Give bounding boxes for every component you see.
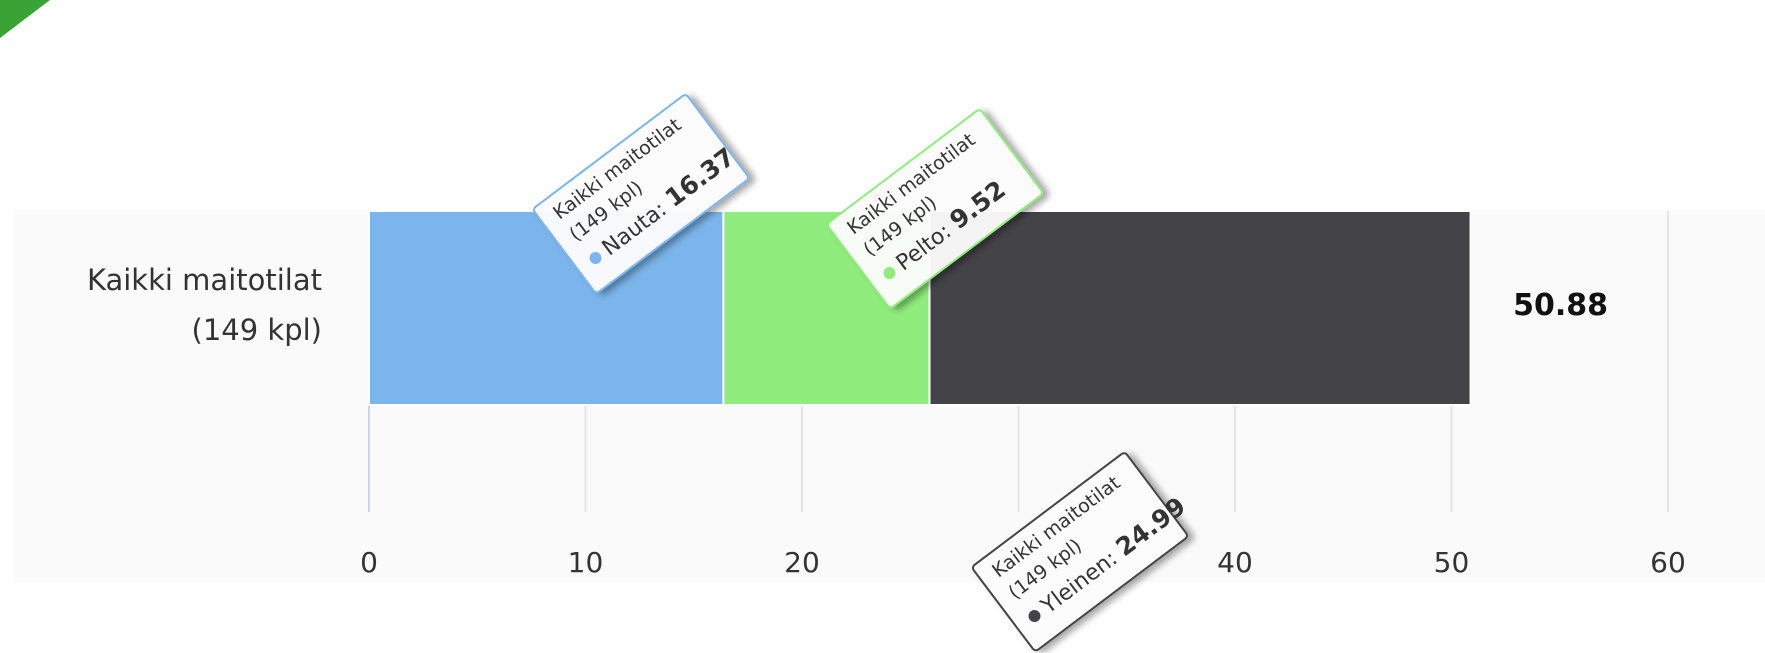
stacked-bar-chart: 0 10 20 40 50 60 Kaikki maitotilat (149 kpl) … (86, 210, 1686, 579)
series-dot-icon (587, 249, 604, 267)
series-dot-icon (1026, 607, 1043, 625)
x-tick-label-20: 20 (784, 546, 820, 579)
stack-total-label: 50.88 (1513, 288, 1608, 323)
x-tick-label-60: 60 (1650, 546, 1686, 579)
category-label-line1: Kaikki maitotilat (87, 263, 322, 297)
bar-yleinen[interactable] (928, 210, 1472, 406)
corner-flag (0, 0, 50, 38)
x-tick-label-40: 40 (1217, 546, 1253, 579)
x-tick-label-0: 0 (360, 546, 378, 579)
category-label-line2: (149 kpl) (192, 313, 322, 347)
x-tick-label-50: 50 (1434, 546, 1470, 579)
x-tick-label-10: 10 (568, 546, 604, 579)
bars (368, 210, 1472, 406)
bar-nauta[interactable] (368, 210, 725, 406)
series-dot-icon (881, 264, 898, 282)
tooltip-value: 9.52 (944, 174, 1011, 235)
x-axis-ticks: 0 10 20 40 50 60 (360, 546, 1686, 579)
